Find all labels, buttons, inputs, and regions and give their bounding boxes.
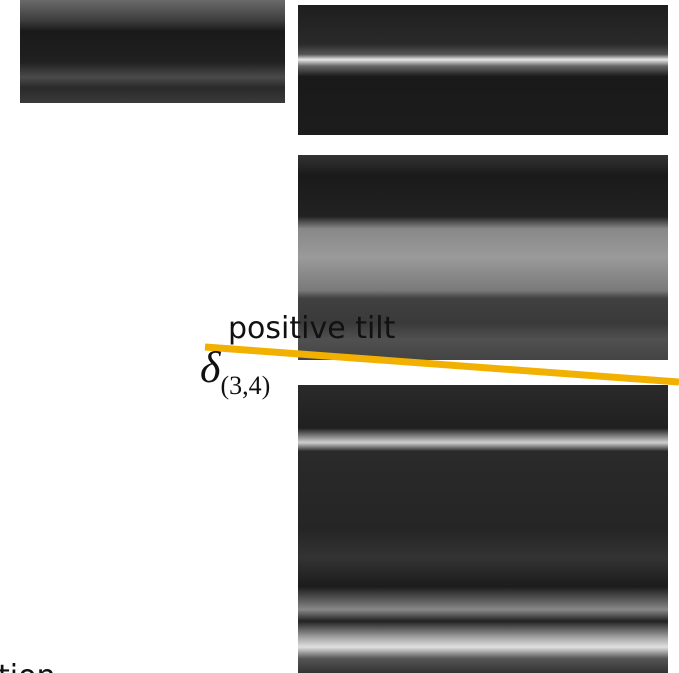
image-strip [20, 0, 285, 103]
figure: positive tilt δ(3,4) tion [0, 0, 679, 673]
symbol-base: δ [200, 343, 222, 392]
symbol-subscript: (3,4) [220, 371, 270, 400]
image-strip [298, 5, 668, 135]
page: {"label": "positive tilt", "symbol": {"b… [0, 0, 679, 673]
tilt-label: positive tilt [228, 311, 396, 346]
image-strip [298, 385, 668, 673]
partial-text: tion [0, 659, 55, 673]
